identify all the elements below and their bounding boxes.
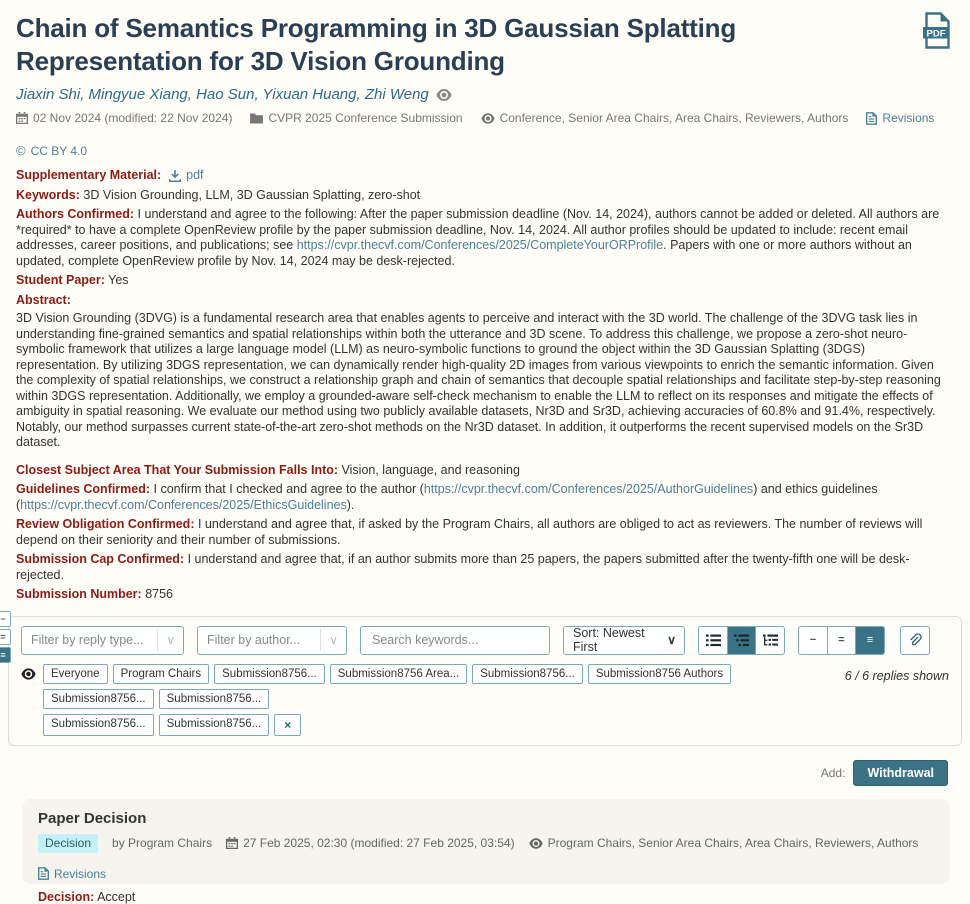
tag-row-1: Everyone Program Chairs Submission8756... S… <box>43 663 783 709</box>
author-list: Jiaxin Shi, Mingyue Xiang, Hao Sun, Yixu… <box>16 86 950 103</box>
supplementary-pdf-link[interactable]: pdf <box>186 168 204 182</box>
field-submission-cap: Submission Cap Confirmed: I understand a… <box>16 552 910 582</box>
venue: CVPR 2025 Conference Submission <box>250 111 463 125</box>
folder-icon <box>250 112 264 124</box>
visibility-tag[interactable]: Submission8756... <box>43 713 154 736</box>
search-input[interactable] <box>370 632 549 648</box>
decision-author: by Program Chairs <box>112 836 213 850</box>
list-tree-icon <box>762 634 778 646</box>
submission-fields: Supplementary Material: pdf Keywords: 3D… <box>16 168 950 603</box>
abstract-text: 3D Vision Grounding (3DVG) is a fundamen… <box>16 311 941 449</box>
field-supplementary: Supplementary Material: pdf <box>16 168 204 183</box>
author-names[interactable]: Jiaxin Shi, Mingyue Xiang, Hao Sun, Yixu… <box>16 86 429 103</box>
chevron-down-icon: ∨ <box>320 629 346 651</box>
forum-filter-panel: Filter by reply type... ∨ Filter by auth… <box>8 615 962 746</box>
visibility-tag[interactable]: Submission8756... <box>158 713 270 736</box>
revisions-icon <box>38 867 49 880</box>
field-review-obligation: Review Obligation Confirmed: I understan… <box>16 517 923 547</box>
list-indented-icon <box>734 634 749 646</box>
license-link[interactable]: © CC BY 4.0 <box>16 143 88 158</box>
paper-title: Chain of Semantics Programming in 3D Gau… <box>16 13 737 76</box>
visibility-tag[interactable]: Submission8756... <box>472 663 583 684</box>
sort-select[interactable]: Sort: Newest First ∨ <box>563 625 685 655</box>
ethics-guidelines-link[interactable]: https://cvpr.thecvf.com/Conferences/2025… <box>20 497 347 512</box>
list-flat-icon <box>705 634 721 646</box>
submission-meta-row: 02 Nov 2024 (modified: 22 Nov 2024) CVPR… <box>16 111 950 158</box>
visibility-tags-area: Everyone Program Chairs Submission8756... S… <box>21 663 949 736</box>
decision-date: 27 Feb 2025, 02:30 (modified: 27 Feb 202… <box>226 836 515 850</box>
submission-date: 02 Nov 2024 (modified: 22 Nov 2024) <box>16 111 232 125</box>
keyword-search-box <box>360 625 550 655</box>
paperclip-icon <box>910 633 922 646</box>
visibility-tag[interactable]: Submission8756 Authors <box>587 663 732 684</box>
calendar-icon <box>226 837 239 849</box>
decision-value-row: Decision: Accept <box>38 889 136 904</box>
decision-note-title: Paper Decision <box>38 809 147 827</box>
visibility-tag[interactable]: Submission8756 Area... <box>329 663 468 684</box>
download-icon <box>168 170 181 183</box>
collapse-level-3-button[interactable]: ≡ <box>855 625 885 655</box>
visibility-tag[interactable]: Everyone <box>43 663 108 684</box>
visibility-tag[interactable]: Submission8756... <box>43 688 154 709</box>
paper-forum-page: PDF Chain of Semantics Programming in 3D… <box>16 12 952 603</box>
visibility-readers: Conference, Senior Area Chairs, Area Cha… <box>480 111 848 125</box>
reply-type-filter-select[interactable]: Filter by reply type... ∨ <box>21 625 184 655</box>
copyright-icon: © <box>16 143 26 158</box>
note-collapse-level-3-button[interactable]: ≡ <box>0 647 11 663</box>
visibility-tag[interactable]: Submission8756... <box>158 688 270 709</box>
eye-icon <box>480 112 495 124</box>
field-subject-area: Closest Subject Area That Your Submissio… <box>16 462 520 477</box>
author-filter-select[interactable]: Filter by author... ∨ <box>197 625 347 655</box>
field-authors-confirmed: Authors Confirmed: I understand and agre… <box>16 207 940 268</box>
withdrawal-button[interactable]: Withdrawal <box>853 759 948 786</box>
eye-icon <box>436 88 452 101</box>
collapse-level-2-button[interactable]: = <box>826 625 857 655</box>
eye-icon <box>21 667 36 680</box>
filter-controls: Filter by reply type... ∨ Filter by auth… <box>21 625 949 655</box>
linear-view-button[interactable] <box>698 625 728 655</box>
field-abstract: Abstract: 3D Vision Grounding (3DVG) is … <box>16 293 950 451</box>
profile-guideline-link[interactable]: https://cvpr.thecvf.com/Conferences/2025… <box>296 238 664 252</box>
clear-tags-button[interactable]: × <box>274 713 302 736</box>
chevron-down-icon: ∨ <box>157 629 183 651</box>
field-guidelines: Guidelines Confirmed: I confirm that I c… <box>16 482 878 512</box>
note-collapse-level-1-button[interactable]: − <box>0 611 11 627</box>
copy-link-button[interactable] <box>900 625 930 655</box>
field-student-paper: Student Paper: Yes <box>16 273 129 287</box>
decision-badge[interactable]: Decision <box>38 833 99 853</box>
tag-rows: Everyone Program Chairs Submission8756... S… <box>43 663 783 736</box>
decision-revisions-link[interactable]: Revisions <box>38 867 106 881</box>
visibility-tag[interactable]: Submission8756... <box>214 663 325 684</box>
layout-toggle-group <box>698 625 785 655</box>
reply-collapse-mini-controls: − = ≡ <box>0 611 11 663</box>
revisions-link[interactable]: Revisions <box>866 111 934 125</box>
tag-row-2: Submission8756... Submission8756... × <box>43 713 783 736</box>
decision-note-meta: Decision by Program Chairs 27 Feb 2025, … <box>38 833 934 881</box>
eye-icon <box>528 837 543 849</box>
add-label: Add: <box>820 765 846 780</box>
chevron-down-icon: ∨ <box>667 633 676 647</box>
note-collapse-level-2-button[interactable]: = <box>0 629 11 645</box>
paper-decision-card: Paper Decision Decision by Program Chair… <box>22 798 950 904</box>
tag-list: Everyone Program Chairs Submission8756... S… <box>43 663 783 709</box>
field-keywords: Keywords: 3D Vision Grounding, LLM, 3D G… <box>16 187 421 202</box>
nested-view-button[interactable] <box>755 625 785 655</box>
download-pdf-button[interactable]: PDF <box>922 12 952 49</box>
pdf-icon: PDF <box>923 12 950 49</box>
revisions-icon <box>866 111 878 125</box>
tag-list: Submission8756... Submission8756... <box>43 713 270 736</box>
decision-visibility: Program Chairs, Senior Area Chairs, Area… <box>528 836 918 850</box>
collapse-level-1-button[interactable]: − <box>798 625 828 655</box>
field-submission-number: Submission Number: 8756 <box>16 587 174 601</box>
replies-shown-count: 6 / 6 replies shown <box>844 668 949 683</box>
collapse-level-group: − = ≡ <box>798 625 885 655</box>
visibility-tag[interactable]: Program Chairs <box>112 663 210 684</box>
decision-value: Accept <box>97 889 136 904</box>
calendar-icon <box>16 112 28 124</box>
add-reply-row: Add: Withdrawal <box>0 759 948 786</box>
svg-text:PDF: PDF <box>927 28 946 39</box>
author-guidelines-link[interactable]: https://cvpr.thecvf.com/Conferences/2025… <box>423 482 754 496</box>
threaded-view-button[interactable] <box>726 625 757 655</box>
